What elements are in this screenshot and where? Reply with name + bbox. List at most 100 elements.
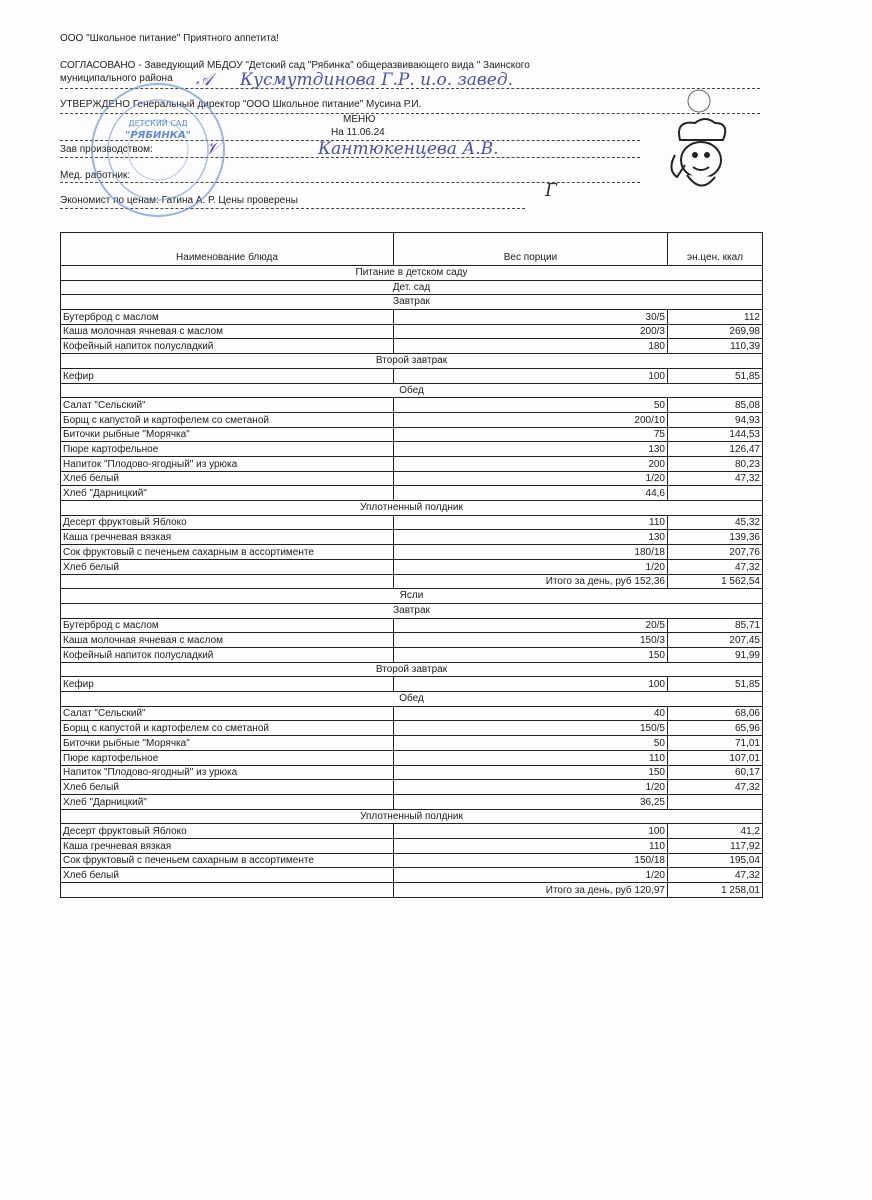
dish-name: Каша молочная ячневая с маслом — [60, 632, 394, 648]
portion-weight: 44,6 — [393, 485, 668, 502]
dish-name: Салат "Сельский" — [60, 705, 394, 722]
table-row: Биточки рыбные "Морячка" 75 144,53 — [60, 426, 763, 443]
table-row: Напиток "Плодово-ягодный" из урюка 150 60,… — [60, 764, 763, 781]
portion-weight: 100 — [393, 676, 668, 693]
total-label: Итого за день, руб 120,97 — [393, 882, 668, 898]
total-kcal: 1 258,01 — [667, 882, 763, 898]
menu-table: Наименование блюда Вес порции эн.цен. кк… — [60, 232, 763, 898]
portion-weight: 50 — [393, 397, 668, 413]
signature-economist: Г — [545, 180, 557, 201]
menu-date: На 11.06.24 — [331, 127, 385, 138]
section-label: Обед — [60, 691, 763, 707]
portion-weight: 1/20 — [393, 470, 668, 487]
handwritten-agreed-name: Кусмутдинова Г.Р. и.о. завед. — [240, 70, 514, 90]
energy-kcal: 144,53 — [667, 426, 763, 443]
dish-name: Хлеб белый — [60, 779, 394, 795]
energy-kcal: 51,85 — [667, 676, 763, 693]
table-row: Пюре картофельное 110 107,01 — [60, 749, 763, 766]
signature-line — [60, 88, 760, 89]
table-row: Бутерброд с маслом 20/5 85,71 — [60, 617, 763, 634]
signature-line — [60, 113, 760, 114]
portion-weight: 180/18 — [393, 544, 668, 560]
table-row: Кефир 100 51,85 — [60, 367, 763, 384]
medic-label: Мед. работник: — [60, 170, 131, 181]
signature-agreed: 𝒜 — [196, 70, 213, 90]
table-row: Хлеб белый 1/20 47,32 — [60, 558, 763, 575]
energy-kcal: 207,76 — [667, 544, 763, 560]
portion-weight: 110 — [393, 749, 668, 766]
table-row: Салат "Сельский" 50 85,08 — [60, 397, 763, 413]
portion-weight: 200/3 — [393, 323, 668, 340]
portion-weight: 1/20 — [393, 558, 668, 575]
economist-label: Экономист по ценам: Гатина А. Р. Цены пр… — [60, 195, 298, 206]
table-row: Каша молочная ячневая с маслом 150/3 207,4… — [60, 632, 763, 648]
section-label: Питание в детском саду — [60, 265, 763, 281]
signature-line — [60, 208, 525, 209]
section-label: Второй завтрак — [60, 661, 763, 678]
dish-name: Кефир — [60, 367, 394, 384]
energy-kcal: 41,2 — [667, 823, 763, 839]
table-row: Хлеб "Дарницкий" 36,25 — [60, 793, 763, 810]
dish-name: Напиток "Плодово-ягодный" из урюка — [60, 456, 394, 472]
dish-name: Кефир — [60, 676, 394, 693]
stamp-icon: ДЕТСКИЙ САД "РЯБИНКА" — [91, 83, 225, 217]
section-label: Завтрак — [60, 294, 763, 311]
portion-weight: 150/3 — [393, 632, 668, 648]
section-label: Ясли — [60, 588, 763, 604]
table-row: Хлеб белый 1/20 47,32 — [60, 470, 763, 487]
table-row: Напиток "Плодово-ягодный" из урюка 200 80,… — [60, 456, 763, 472]
table-row: Салат "Сельский" 40 68,06 — [60, 705, 763, 722]
portion-weight: 110 — [393, 514, 668, 531]
section-row: Уплотненный полдник — [60, 500, 763, 516]
section-row: Обед — [60, 382, 763, 399]
dish-name: Борщ с капустой и картофелем со сметаной — [60, 411, 394, 428]
dish-name: Напиток "Плодово-ягодный" из урюка — [60, 764, 394, 781]
energy-kcal: 45,32 — [667, 514, 763, 531]
portion-weight: 200 — [393, 456, 668, 472]
portion-weight: 20/5 — [393, 617, 668, 634]
section-label: Дет. сад — [60, 279, 763, 296]
signature-line — [60, 140, 640, 141]
energy-kcal: 68,06 — [667, 705, 763, 722]
table-row: Биточки рыбные "Морячка" 50 71,01 — [60, 735, 763, 751]
section-row: Завтрак — [60, 602, 763, 619]
portion-weight: 50 — [393, 735, 668, 751]
dish-name: Хлеб белый — [60, 470, 394, 487]
table-row: Хлеб белый 1/20 47,32 — [60, 867, 763, 884]
portion-weight: 200/10 — [393, 411, 668, 428]
table-row: Пюре картофельное 130 126,47 — [60, 441, 763, 458]
energy-kcal: 47,32 — [667, 867, 763, 884]
dish-name: Десерт фруктовый Яблоко — [60, 823, 394, 839]
dish-name: Борщ с капустой и картофелем со сметаной — [60, 720, 394, 737]
portion-weight: 150/5 — [393, 720, 668, 737]
section-label: Завтрак — [60, 602, 763, 619]
portion-weight: 150 — [393, 764, 668, 781]
energy-kcal: 85,08 — [667, 397, 763, 413]
energy-kcal: 47,32 — [667, 779, 763, 795]
energy-kcal: 47,32 — [667, 558, 763, 575]
dish-name: Кофейный напиток полусладкий — [60, 338, 394, 355]
energy-kcal: 117,92 — [667, 837, 763, 854]
total-kcal: 1 562,54 — [667, 573, 763, 590]
table-row: Кофейный напиток полусладкий 180 110,39 — [60, 338, 763, 355]
portion-weight: 40 — [393, 705, 668, 722]
energy-kcal: 207,45 — [667, 632, 763, 648]
signature-line — [60, 157, 640, 158]
dish-name: Сок фруктовый с печеньем сахарным в ассо… — [60, 544, 394, 560]
column-header-kcal: эн.цен. ккал — [667, 232, 763, 266]
section-label: Обед — [60, 382, 763, 399]
energy-kcal: 126,47 — [667, 441, 763, 458]
dish-name: Хлеб белый — [60, 867, 394, 884]
portion-weight: 30/5 — [393, 309, 668, 325]
portion-weight: 1/20 — [393, 867, 668, 884]
energy-kcal: 112 — [667, 309, 763, 325]
energy-kcal: 65,96 — [667, 720, 763, 737]
energy-kcal: 195,04 — [667, 852, 763, 869]
section-row: Завтрак — [60, 294, 763, 311]
dish-name: Сок фруктовый с печеньем сахарным в ассо… — [60, 852, 394, 869]
dish-name: Салат "Сельский" — [60, 397, 394, 413]
table-row: Кофейный напиток полусладкий 150 91,99 — [60, 647, 763, 663]
total-empty-cell — [60, 573, 394, 590]
energy-kcal: 80,23 — [667, 456, 763, 472]
